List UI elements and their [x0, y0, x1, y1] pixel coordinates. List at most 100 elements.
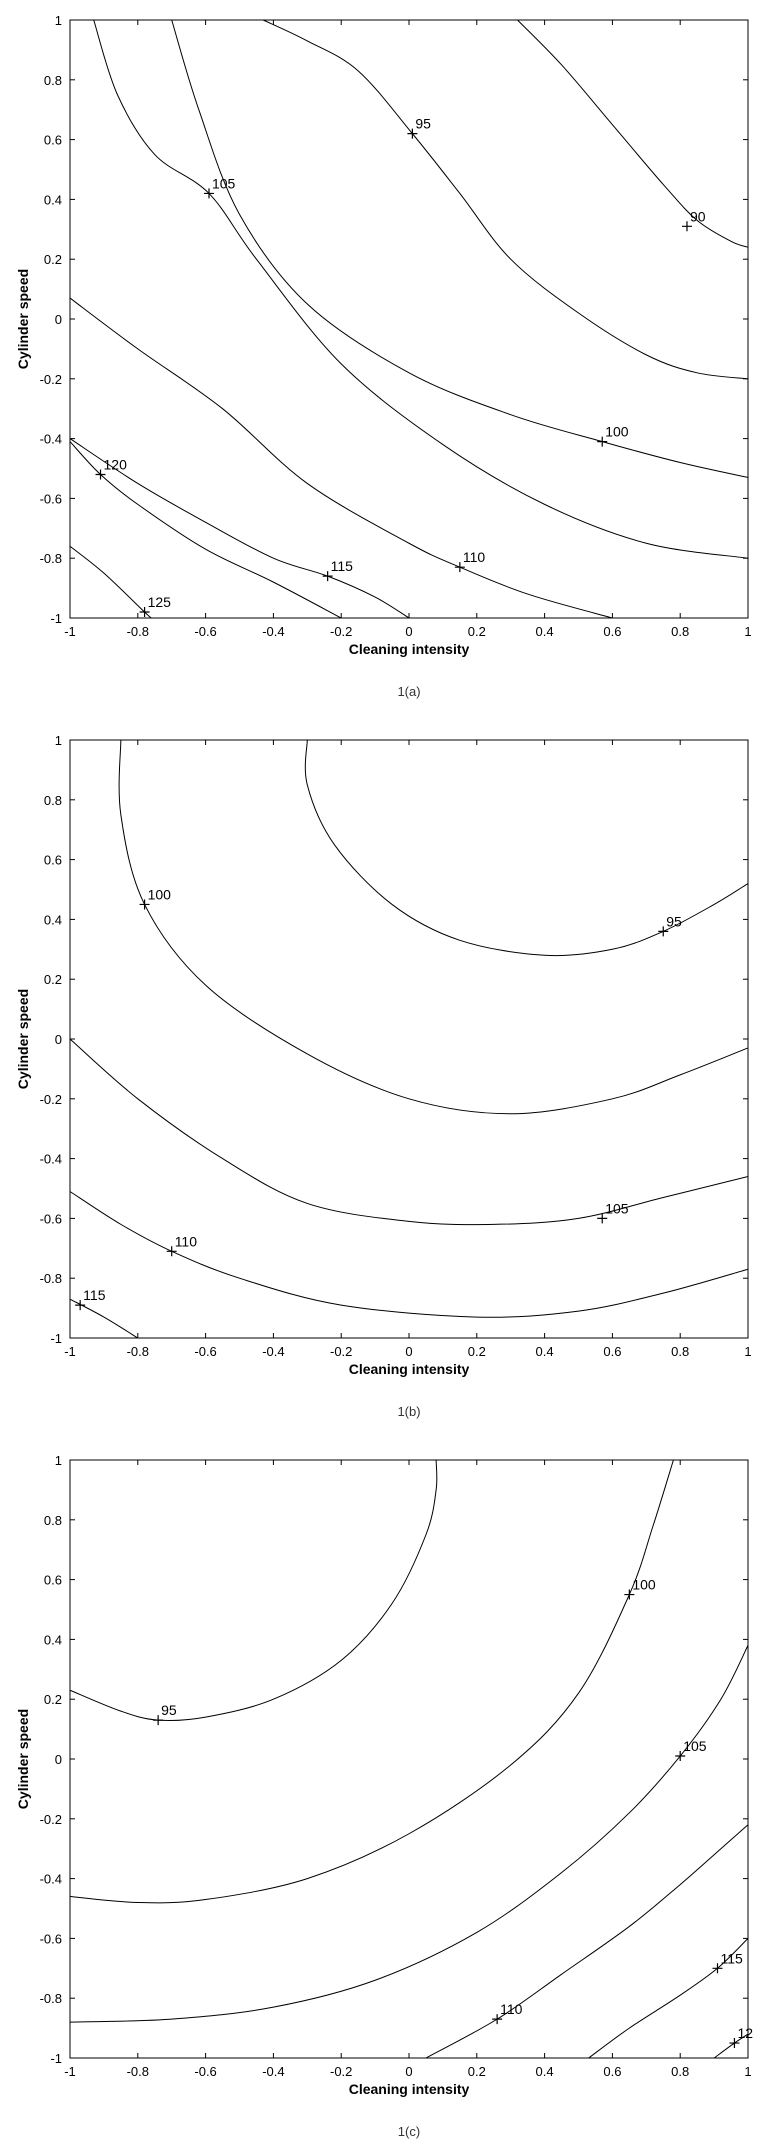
figure-caption: 1(c)	[398, 2124, 420, 2139]
y-tick-label: -0.2	[40, 1812, 62, 1827]
contour-line-110	[425, 1824, 749, 2059]
chart-panel-c: -1 -0.8 -0.6 -0.4 -0.2 0 0.2 0.4 0.6 0.8 1 1 0.8 0.6 0…	[0, 1440, 769, 2150]
y-tick-label: 1	[55, 13, 62, 28]
y-tick-label: 0	[55, 312, 62, 327]
y-tick-label: -1	[50, 611, 62, 626]
y-tick-label: -0.6	[40, 491, 62, 506]
contour-label: 105	[683, 1738, 707, 1754]
x-tick-label: 0.8	[671, 1344, 689, 1359]
x-tick-label: -0.2	[330, 2064, 352, 2079]
y-axis-label: Cylinder speed	[15, 1709, 31, 1809]
contour-line-100	[171, 19, 749, 478]
x-tick-label: 0.4	[536, 1344, 554, 1359]
contour-label-marker	[492, 2014, 503, 2025]
contour-label-marker	[712, 1963, 723, 1974]
x-tick-label: 0	[405, 624, 412, 639]
contour-label-marker	[454, 562, 465, 573]
x-tick-label: -0.6	[194, 2064, 216, 2079]
contour-label: 95	[666, 913, 682, 929]
y-tick-label: 0.4	[44, 1632, 62, 1647]
contour-label: 110	[463, 549, 486, 565]
contour-line-115	[69, 1298, 139, 1339]
contour-label-marker	[658, 926, 669, 937]
y-tick-label: 0.6	[44, 1573, 62, 1588]
y-tick-label: 1	[55, 1453, 62, 1468]
x-tick-label: -0.8	[127, 1344, 149, 1359]
contour-label-marker	[675, 1751, 686, 1762]
y-tick-label: 0	[55, 1032, 62, 1047]
figure-caption: 1(a)	[397, 684, 420, 699]
contour-line-105	[69, 1038, 749, 1226]
y-axis-label: Cylinder speed	[15, 269, 31, 369]
y-tick-label: 0.2	[44, 972, 62, 987]
x-tick-label: 0.4	[536, 2064, 554, 2079]
contour-label: 115	[331, 558, 354, 574]
y-tick-label: 0.8	[44, 1513, 62, 1528]
contour-line-90	[517, 19, 749, 248]
x-axis-label: Cleaning intensity	[349, 641, 470, 657]
contour-label: 12	[737, 2025, 753, 2041]
x-tick-label: 1	[744, 624, 751, 639]
contour-line-110	[69, 1191, 749, 1318]
y-tick-label: 0.2	[44, 252, 62, 267]
y-tick-label: -0.6	[40, 1211, 62, 1226]
x-tick-label: -0.6	[194, 1344, 216, 1359]
contour-label: 100	[632, 1577, 656, 1593]
y-tick-label: -0.4	[40, 1152, 62, 1167]
contour-label-marker	[75, 1300, 86, 1311]
x-tick-label: -1	[64, 2064, 76, 2079]
y-tick-label: -0.8	[40, 1991, 62, 2006]
x-tick-label: -0.4	[262, 1344, 284, 1359]
y-tick-label: 0	[55, 1752, 62, 1767]
contour-label-marker	[681, 221, 692, 232]
x-tick-label: 0.4	[536, 624, 554, 639]
x-tick-label: 1	[744, 2064, 751, 2079]
x-tick-label: 0.2	[468, 2064, 486, 2079]
contour-label-marker	[597, 436, 608, 447]
contour-line-115	[588, 1938, 749, 2059]
y-tick-label: -0.2	[40, 1092, 62, 1107]
y-tick-label: 0.4	[44, 912, 62, 927]
contour-label: 120	[104, 456, 128, 472]
contour-label-marker	[139, 607, 150, 618]
y-tick-label: -1	[50, 2051, 62, 2066]
contour-plot-a: -1 -0.8 -0.6 -0.4 -0.2 0 0.2 0.4 0.6 0.8 1 1 0.8 0.6 0…	[15, 13, 752, 699]
y-tick-label: -0.4	[40, 432, 62, 447]
y-tick-label: -0.4	[40, 1872, 62, 1887]
contour-line-95	[304, 739, 749, 957]
contour-label: 125	[148, 594, 172, 610]
contour-line-105	[93, 19, 749, 559]
contour-line-95	[263, 19, 749, 380]
y-tick-label: -0.8	[40, 551, 62, 566]
contour-label: 105	[212, 175, 236, 191]
x-tick-label: -1	[64, 1344, 76, 1359]
contour-line-95	[69, 1459, 438, 1722]
x-tick-label: -0.2	[330, 624, 352, 639]
contour-label: 105	[605, 1200, 629, 1216]
figure-caption: 1(b)	[397, 1404, 420, 1419]
x-tick-label: 0.6	[603, 2064, 621, 2079]
contour-label: 110	[175, 1233, 198, 1249]
y-tick-label: -1	[50, 1331, 62, 1346]
contour-line-100	[69, 1459, 674, 1904]
y-tick-label: 0.6	[44, 133, 62, 148]
chart-panel-a: -1 -0.8 -0.6 -0.4 -0.2 0 0.2 0.4 0.6 0.8 1 1 0.8 0.6 0…	[0, 0, 769, 710]
x-tick-label: 0.2	[468, 1344, 486, 1359]
y-tick-label: -0.6	[40, 1931, 62, 1946]
x-tick-label: 0.6	[603, 624, 621, 639]
x-tick-label: -0.8	[127, 624, 149, 639]
contour-label-marker	[322, 571, 333, 582]
x-tick-label: -0.6	[194, 624, 216, 639]
chart-panel-b: -1 -0.8 -0.6 -0.4 -0.2 0 0.2 0.4 0.6 0.8 1 1 0.8 0.6 0…	[0, 720, 769, 1430]
x-axis-label: Cleaning intensity	[349, 2081, 470, 2097]
contour-plot-b: -1 -0.8 -0.6 -0.4 -0.2 0 0.2 0.4 0.6 0.8 1 1 0.8 0.6 0…	[15, 733, 752, 1419]
x-tick-label: -1	[64, 624, 76, 639]
x-tick-label: 0.6	[603, 1344, 621, 1359]
contour-label-marker	[95, 469, 106, 480]
x-tick-label: 0.2	[468, 624, 486, 639]
y-tick-label: 1	[55, 733, 62, 748]
contour-label: 95	[161, 1702, 177, 1718]
contour-label-marker	[166, 1246, 177, 1257]
plot-frame	[69, 1459, 749, 2059]
x-axis-label: Cleaning intensity	[349, 1361, 470, 1377]
